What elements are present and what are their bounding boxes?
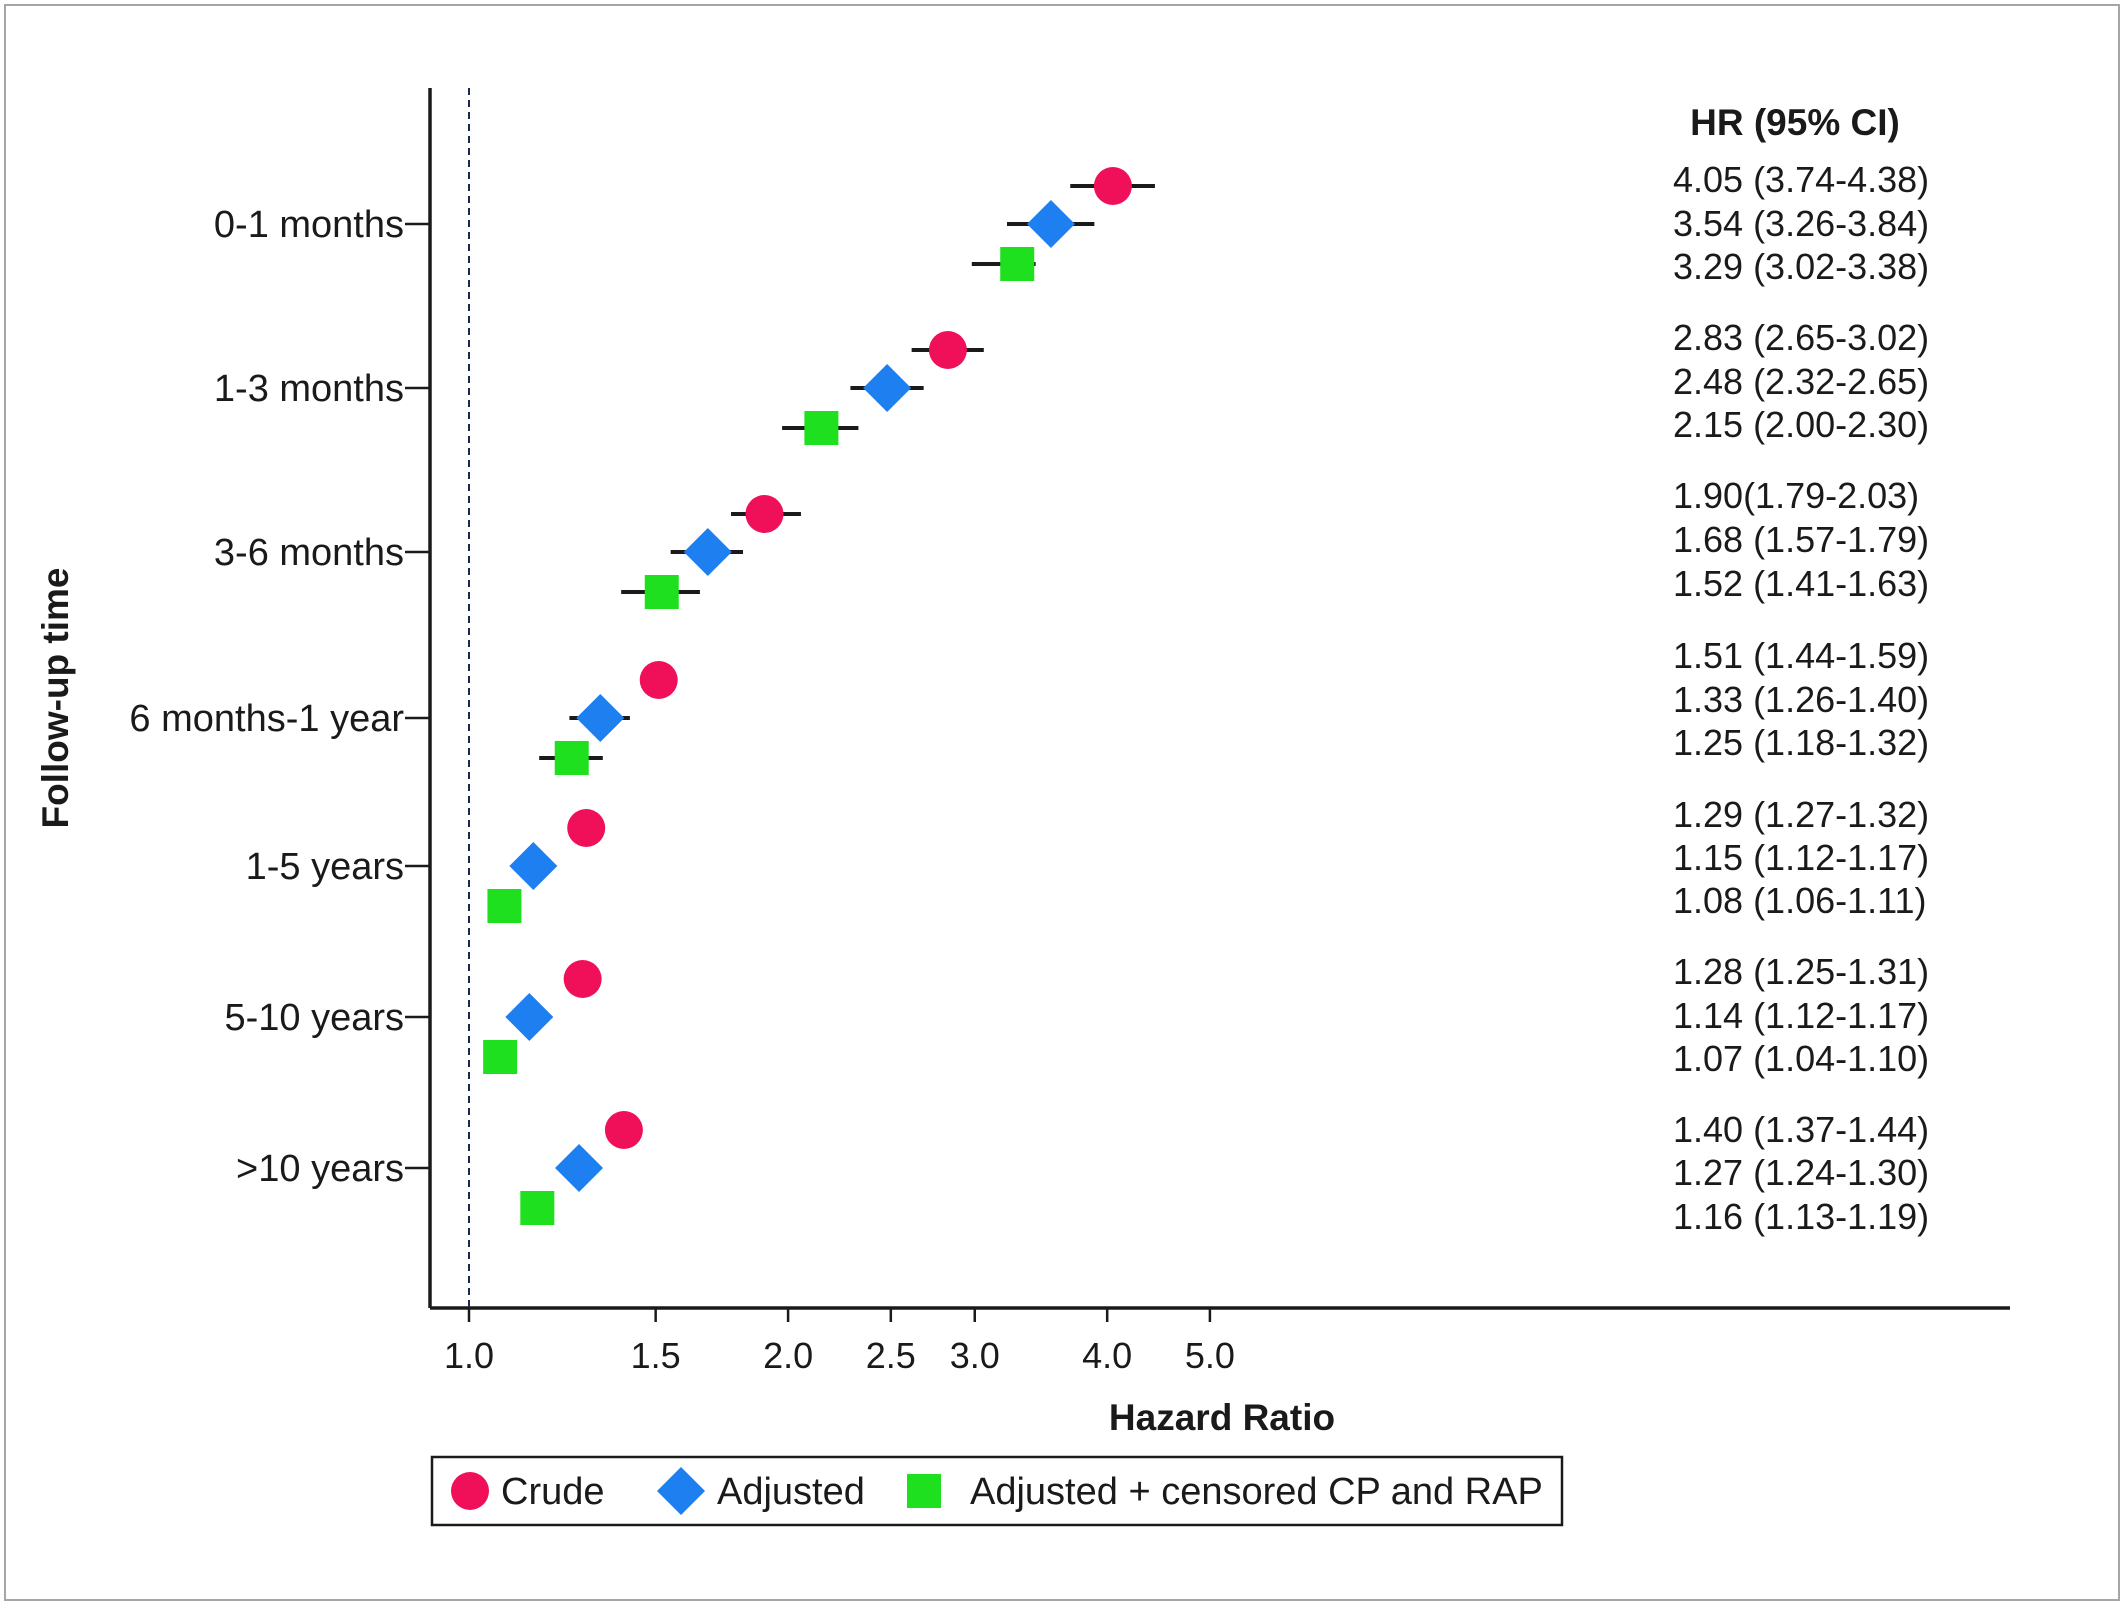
hr-ci-text: 1.29 (1.27-1.32) bbox=[1673, 794, 1929, 835]
adjusted-point bbox=[683, 528, 732, 576]
hr-ci-text: 3.29 (3.02-3.38) bbox=[1673, 246, 1929, 287]
legend-adjusted-label: Adjusted bbox=[717, 1471, 865, 1513]
x-tick-label: 2.5 bbox=[866, 1335, 916, 1376]
adjusted-point bbox=[505, 993, 554, 1041]
hr-ci-text: 1.16 (1.13-1.19) bbox=[1673, 1196, 1929, 1237]
hr-ci-text: 1.08 (1.06-1.11) bbox=[1673, 880, 1927, 921]
hr-ci-text: 2.15 (2.00-2.30) bbox=[1673, 404, 1929, 445]
category-label: >10 years bbox=[236, 1148, 404, 1190]
crude-point bbox=[567, 809, 606, 847]
adjusted-censored-point bbox=[1000, 247, 1035, 281]
hr-ci-text: 1.25 (1.18-1.32) bbox=[1673, 722, 1929, 763]
x-tick-label: 4.0 bbox=[1082, 1335, 1132, 1376]
hr-ci-text: 1.07 (1.04-1.10) bbox=[1673, 1038, 1929, 1079]
crude-point bbox=[745, 495, 784, 533]
adjusted-point bbox=[509, 842, 558, 890]
crude-point bbox=[563, 960, 602, 998]
x-tick-label: 2.0 bbox=[763, 1335, 813, 1376]
adjusted-censored-point bbox=[554, 741, 589, 775]
category-label: 6 months-1 year bbox=[129, 698, 404, 740]
category-label: 0-1 months bbox=[214, 204, 404, 246]
hr-ci-text: 4.05 (3.74-4.38) bbox=[1673, 159, 1929, 200]
adjusted-point bbox=[863, 364, 912, 412]
x-axis-title: Hazard Ratio bbox=[1109, 1397, 1335, 1438]
legend-censored-label: Adjusted + censored CP and RAP bbox=[970, 1471, 1543, 1513]
crude-point bbox=[928, 331, 967, 369]
category-label: 5-10 years bbox=[224, 997, 404, 1039]
adjusted-point bbox=[576, 694, 625, 742]
adjusted-point bbox=[555, 1144, 604, 1192]
category-label: 3-6 months bbox=[214, 532, 404, 574]
hr-ci-text: 1.28 (1.25-1.31) bbox=[1673, 951, 1929, 992]
axes bbox=[428, 88, 2010, 1310]
figure-frame bbox=[4, 4, 2120, 1601]
legend-crude-label: Crude bbox=[501, 1471, 605, 1513]
legend-adjusted-marker bbox=[657, 1467, 705, 1515]
hr-ci-text: 1.33 (1.26-1.40) bbox=[1673, 679, 1929, 720]
crude-point bbox=[1093, 167, 1132, 205]
adjusted-censored-point bbox=[644, 575, 679, 609]
crude-point bbox=[639, 661, 678, 699]
x-tick-label: 3.0 bbox=[950, 1335, 1000, 1376]
y-axis-title: Follow-up time bbox=[35, 567, 76, 828]
hr-ci-text: 1.27 (1.24-1.30) bbox=[1673, 1152, 1929, 1193]
data-marks bbox=[483, 167, 1155, 1225]
crude-point bbox=[604, 1111, 643, 1149]
hr-ci-text: 1.68 (1.57-1.79) bbox=[1673, 519, 1929, 560]
hr-header: HR (95% CI) bbox=[1690, 102, 1900, 143]
hr-ci-text: 1.90(1.79-2.03) bbox=[1673, 475, 1919, 516]
adjusted-censored-point bbox=[520, 1191, 555, 1225]
x-tick-label: 5.0 bbox=[1185, 1335, 1235, 1376]
legend: Crude Adjusted Adjusted + censored CP and … bbox=[430, 1455, 1564, 1527]
x-ticks: 1.0 1.5 2.0 2.5 3.0 4.0 5.0 bbox=[444, 1308, 1235, 1376]
hr-ci-text: 2.48 (2.32-2.65) bbox=[1673, 361, 1929, 402]
x-tick-label: 1.5 bbox=[631, 1335, 681, 1376]
legend-box bbox=[430, 1455, 1564, 1527]
y-categories: 0-1 months 1-3 months 3-6 months 6 months-1… bbox=[129, 204, 430, 1190]
hr-ci-text: 3.54 (3.26-3.84) bbox=[1673, 203, 1929, 244]
hr-ci-text: 1.14 (1.12-1.17) bbox=[1673, 995, 1929, 1036]
hr-ci-text: 2.83 (2.65-3.02) bbox=[1673, 317, 1929, 358]
adjusted-censored-point bbox=[804, 411, 839, 445]
adjusted-censored-point bbox=[483, 1040, 518, 1074]
category-label: 1-3 months bbox=[214, 368, 404, 410]
hr-ci-text: 1.40 (1.37-1.44) bbox=[1673, 1109, 1929, 1150]
x-tick-label: 1.0 bbox=[444, 1335, 494, 1376]
hr-column: HR (95% CI) 4.05 (3.74-4.38)3.54 (3.26-3… bbox=[1673, 102, 1929, 1237]
hr-ci-text: 1.15 (1.12-1.17) bbox=[1673, 837, 1929, 878]
legend-censored-marker bbox=[907, 1474, 941, 1508]
adjusted-censored-point bbox=[487, 889, 522, 923]
hr-ci-text: 1.51 (1.44-1.59) bbox=[1673, 635, 1929, 676]
legend-crude-marker bbox=[451, 1472, 489, 1510]
category-label: 1-5 years bbox=[246, 846, 404, 888]
adjusted-point bbox=[1026, 200, 1075, 248]
hr-ci-text: 1.52 (1.41-1.63) bbox=[1673, 563, 1929, 604]
